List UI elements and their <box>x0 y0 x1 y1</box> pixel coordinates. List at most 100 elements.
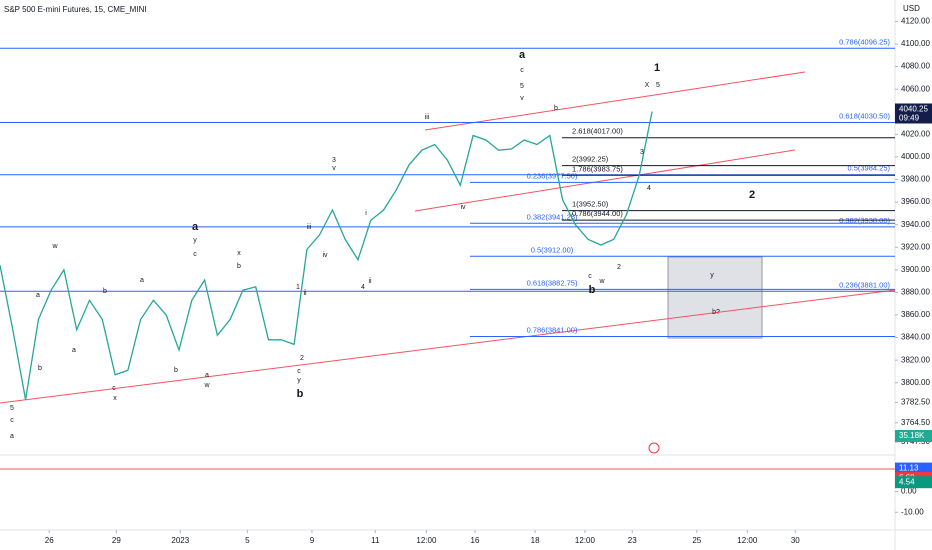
wave-label: iv <box>460 204 466 211</box>
wave-label: iv <box>322 252 328 259</box>
wave-label: X <box>645 82 650 89</box>
level-label: 0.5(3984.25) <box>847 164 890 173</box>
y-tick-label: 3800.00 <box>901 378 930 387</box>
volume-box <box>895 430 932 442</box>
level-label: 1.786(3983.75) <box>572 164 623 173</box>
wave-label: ii <box>368 278 372 285</box>
y-axis-label: USD <box>903 4 920 13</box>
x-tick-label: 30 <box>791 536 800 545</box>
target-box <box>667 256 763 339</box>
y-tick-label: 4100.00 <box>901 39 930 48</box>
level-label: 0.382(3941.25) <box>527 212 578 221</box>
wave-label: b? <box>712 309 720 316</box>
y-tick-label: 4080.00 <box>901 62 930 71</box>
level-label: 0.236(3977.50) <box>527 171 578 180</box>
x-tick-label: 12:00 <box>575 536 596 545</box>
wave-label: b <box>38 365 42 372</box>
wave-label: v <box>520 95 524 102</box>
y-tick-label: 3960.00 <box>901 197 930 206</box>
wave-label: a <box>519 49 526 61</box>
osc-tick-label: 0.00 <box>901 487 917 496</box>
y-tick-label: 3940.00 <box>901 220 930 229</box>
wave-label: y <box>297 377 301 384</box>
wave-label: c <box>10 417 14 424</box>
wave-label: 5 <box>10 405 14 412</box>
channel-line <box>424 71 806 131</box>
trend-line <box>0 289 896 404</box>
y-tick-label: 3782.50 <box>901 398 930 407</box>
level-label: 2.618(4017.00) <box>572 127 623 136</box>
wave-label: 3 <box>640 149 644 156</box>
wave-label: 5 <box>656 82 660 89</box>
volume-label: 35.18K <box>899 431 925 440</box>
x-tick-label: 11 <box>371 536 380 545</box>
wave-label: 5 <box>520 83 524 90</box>
wave-label: iii <box>425 114 430 121</box>
wave-label: 2 <box>749 189 755 201</box>
wave-label: x <box>237 250 241 257</box>
y-tick-label: 4000.00 <box>901 152 930 161</box>
wave-label: b <box>174 367 178 374</box>
wave-label: a <box>72 347 76 354</box>
x-tick-label: 16 <box>471 536 480 545</box>
price-line <box>0 111 653 400</box>
wave-label: 3 <box>332 157 336 164</box>
osc-tick-label: -10.00 <box>901 507 924 516</box>
level-label: 1(3952.50) <box>572 200 609 209</box>
wave-label: y <box>710 272 714 279</box>
osc-readout-box <box>895 462 932 475</box>
wave-label: 2 <box>617 264 621 271</box>
wave-label: b <box>554 105 558 112</box>
wave-label: a <box>140 277 144 284</box>
x-tick-label: 26 <box>45 536 54 545</box>
y-tick-label: 3820.00 <box>901 355 930 364</box>
wave-label: b <box>589 284 596 296</box>
y-tick-label: 3920.00 <box>901 242 930 251</box>
wave-label: 4 <box>647 185 651 192</box>
y-tick-label: 4120.00 <box>901 17 930 26</box>
y-tick-label: 3900.00 <box>901 265 930 274</box>
x-tick-label: 18 <box>531 536 540 545</box>
wave-label: 1 <box>296 284 300 291</box>
last-price: 4040.25 <box>899 105 928 114</box>
y-tick-label: 3840.00 <box>901 333 930 342</box>
level-label: 2(3992.25) <box>572 155 609 164</box>
wave-label: ii <box>303 290 307 297</box>
x-tick-label: 5 <box>245 536 250 545</box>
wave-label: 4 <box>361 284 365 291</box>
event-icon <box>648 442 660 454</box>
wave-label: w <box>598 278 605 285</box>
wave-label: c <box>297 368 301 375</box>
x-tick-label: 29 <box>112 536 121 545</box>
wave-label: v <box>332 165 336 172</box>
y-tick-label: 3764.50 <box>901 418 930 427</box>
x-tick-label: 25 <box>692 536 701 545</box>
osc-readout-box <box>895 476 932 489</box>
level-label: 0.786(4096.25) <box>839 37 890 46</box>
wave-label: c <box>193 251 197 258</box>
wave-label: a <box>36 292 40 299</box>
wave-label: a <box>192 221 199 233</box>
wave-label: c <box>112 385 116 392</box>
osc-readout: 4.54 <box>899 477 915 486</box>
level-label: 0.786(3944.00) <box>572 209 623 218</box>
y-tick-label: 4060.00 <box>901 84 930 93</box>
level-label: 0.618(3882.75) <box>527 278 578 287</box>
y-tick-label: 3980.00 <box>901 175 930 184</box>
y-tick-label: 3880.00 <box>901 288 930 297</box>
wave-label: 2 <box>300 355 304 362</box>
x-tick-label: 23 <box>628 536 637 545</box>
wave-label: 1 <box>654 62 660 74</box>
channel-line <box>414 149 796 212</box>
osc-readout: 11.13 <box>899 464 919 473</box>
level-label: 0.618(4030.50) <box>839 111 890 120</box>
wave-label: x <box>113 395 117 402</box>
wave-label: w <box>51 243 58 250</box>
wave-label: i <box>365 210 367 217</box>
wave-label: b <box>103 288 107 295</box>
x-tick-label: 12:00 <box>416 536 437 545</box>
level-label: 0.236(3881.00) <box>839 280 890 289</box>
wave-label: b <box>237 263 241 270</box>
x-tick-label: 2023 <box>171 536 189 545</box>
